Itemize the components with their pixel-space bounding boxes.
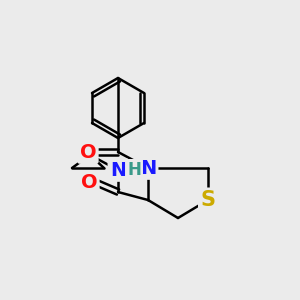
Text: H: H	[127, 161, 141, 179]
Text: N: N	[110, 160, 126, 179]
Text: O: O	[81, 173, 97, 193]
Text: S: S	[200, 190, 215, 210]
Text: O: O	[80, 142, 96, 161]
Text: N: N	[140, 158, 156, 178]
